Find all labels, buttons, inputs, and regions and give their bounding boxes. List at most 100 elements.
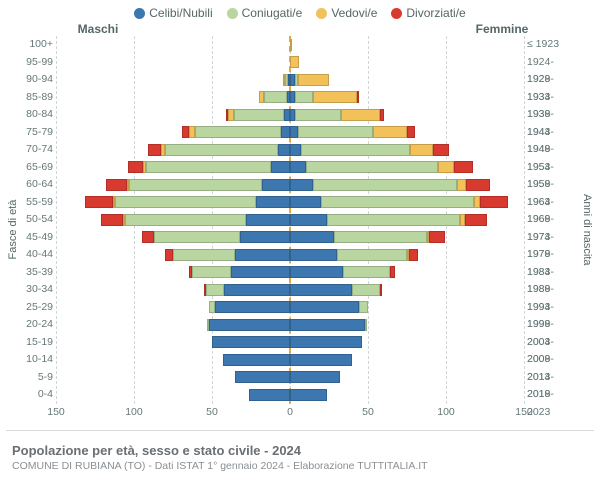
bar-seg [115,196,255,208]
bar-seg [407,126,415,138]
female-half [290,196,524,208]
age-label: 75-79 [20,124,56,142]
legend-swatch [391,8,402,19]
birth-label: 2019-2023 [524,386,580,404]
age-label: 10-14 [20,351,56,369]
male-half [56,354,290,366]
bar-seg [454,161,473,173]
male-half [56,284,290,296]
bar-seg [192,266,231,278]
male-half [56,109,290,121]
birth-label: 1934-1938 [524,89,580,107]
male-half [56,389,290,401]
pyramid-row [56,316,524,334]
legend-label: Coniugati/e [242,6,303,20]
bar-seg [148,144,160,156]
bar-seg [301,144,410,156]
bar-seg [295,109,342,121]
legend-item: Vedovi/e [316,6,377,20]
bar-seg [290,56,299,68]
bar-seg [165,144,277,156]
bar-seg [154,231,240,243]
bar-seg [212,336,290,348]
bar-seg [290,284,352,296]
bar-seg [142,231,154,243]
y-labels-age: 100+95-9990-9485-8980-8475-7970-7465-696… [20,36,56,424]
bar-seg [85,196,113,208]
x-tick: 50 [362,406,374,418]
bar-seg [290,161,306,173]
y-axis-left-title: Fasce di età [6,36,20,424]
bar-seg [290,301,359,313]
female-half [290,371,524,383]
bar-seg [429,231,445,243]
female-half [290,354,524,366]
female-half [290,301,524,313]
bar-seg [235,249,290,261]
bar-seg [480,196,508,208]
legend-label: Vedovi/e [331,6,377,20]
male-half [56,144,290,156]
birth-label: 1944-1948 [524,124,580,142]
bar-seg [321,196,474,208]
divider [6,430,594,431]
bar-seg [313,91,357,103]
x-tick: 0 [287,406,293,418]
birth-label: 2004-2008 [524,334,580,352]
female-title: Femmine [300,22,594,36]
bar-seg [380,284,382,296]
bar-seg [264,91,287,103]
pyramid-row [56,71,524,89]
age-label: 55-59 [20,194,56,212]
age-label: 80-84 [20,106,56,124]
female-half [290,161,524,173]
bar-seg [262,179,290,191]
bar-seg [231,266,290,278]
age-label: 50-54 [20,211,56,229]
bar-seg [290,179,313,191]
bar-seg [433,144,449,156]
footer-subtitle: COMUNE DI RUBIANA (TO) - Dati ISTAT 1° g… [12,460,588,472]
age-label: 25-29 [20,299,56,317]
female-half [290,144,524,156]
birth-label: 1924-1928 [524,54,580,72]
bar-seg [235,371,290,383]
bar-seg [298,74,329,86]
plot-area: Fasce di età 100+95-9990-9485-8980-8475-… [6,36,594,424]
female-half [290,91,524,103]
age-label: 20-24 [20,316,56,334]
bars-area: 15010050050100150 [56,36,524,424]
bar-seg [290,336,362,348]
pyramid-row [56,141,524,159]
bar-seg [313,179,457,191]
bar-seg [209,319,290,331]
age-label: 40-44 [20,246,56,264]
footer-title: Popolazione per età, sesso e stato civil… [12,443,588,458]
female-half [290,336,524,348]
male-half [56,231,290,243]
bar-seg [327,214,460,226]
age-label: 5-9 [20,369,56,387]
x-tick: 150 [47,406,65,418]
bar-seg [438,161,454,173]
bar-seg [337,249,407,261]
age-label: 45-49 [20,229,56,247]
female-half [290,56,524,68]
pyramid-row [56,54,524,72]
bar-seg [465,214,487,226]
birth-label: 1994-1998 [524,299,580,317]
bar-seg [290,231,334,243]
x-tick: 50 [206,406,218,418]
bar-seg [278,144,290,156]
male-half [56,266,290,278]
pyramid-row [56,106,524,124]
bar-seg [341,109,380,121]
x-axis: 15010050050100150 [56,404,524,424]
female-half [290,109,524,121]
y-labels-birth: ≤ 19231924-19281929-19331934-19381939-19… [524,36,580,424]
bar-seg [295,91,314,103]
bar-seg [409,249,418,261]
male-half [56,161,290,173]
bar-seg [281,126,290,138]
birth-label: 2009-2013 [524,351,580,369]
